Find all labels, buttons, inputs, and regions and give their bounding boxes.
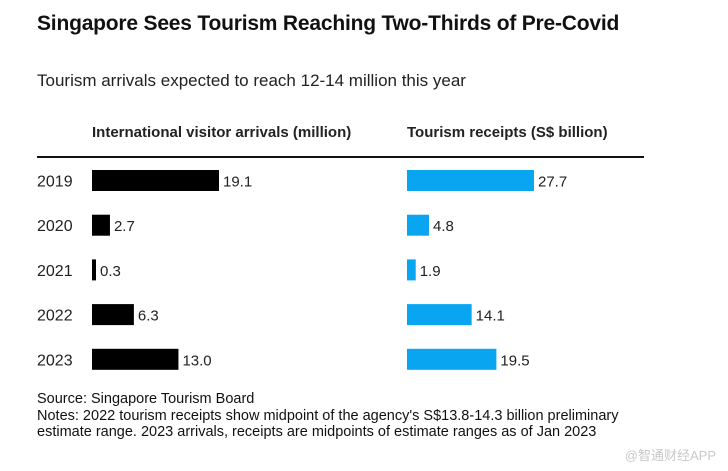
arrivals-value-label-2022: 6.3 <box>138 308 159 325</box>
arrivals-bar-2020 <box>92 214 110 236</box>
year-label-2021: 2021 <box>37 263 73 280</box>
source-note: Source: Singapore Tourism Board <box>37 391 255 407</box>
receipts-bar-2022 <box>407 304 472 326</box>
notes-text: Notes: 2022 tourism receipts show midpoi… <box>37 407 619 441</box>
receipts-value-label-2023: 19.5 <box>500 352 529 369</box>
year-label-2020: 2020 <box>37 218 73 235</box>
receipts-bar-2019 <box>407 170 534 191</box>
arrivals-value-label-2021: 0.3 <box>100 263 121 280</box>
arrivals-column-header: International visitor arrivals (million) <box>92 124 352 141</box>
watermark: @智通财经APP <box>624 448 716 463</box>
arrivals-value-label-2019: 19.1 <box>223 174 252 191</box>
receipts-value-label-2020: 4.8 <box>433 218 454 235</box>
receipts-value-label-2021: 1.9 <box>420 263 441 280</box>
arrivals-bar-2023 <box>92 348 179 370</box>
arrivals-value-label-2023: 13.0 <box>182 352 211 369</box>
arrivals-value-label-2020: 2.7 <box>114 218 135 235</box>
receipts-bar-2020 <box>407 214 430 236</box>
receipts-bar-2023 <box>407 348 497 370</box>
receipts-value-label-2022: 14.1 <box>476 308 505 325</box>
year-label-2019: 2019 <box>37 174 73 191</box>
chart-subtitle: Tourism arrivals expected to reach 12-14… <box>37 71 466 90</box>
receipts-value-label-2019: 27.7 <box>538 174 567 191</box>
arrivals-bar-2019 <box>92 170 219 191</box>
chart-footer: Source: Singapore Tourism Board Notes: 2… <box>37 391 677 441</box>
year-label-2022: 2022 <box>37 308 73 325</box>
chart-title: Singapore Sees Tourism Reaching Two-Thir… <box>37 12 620 35</box>
year-label-2023: 2023 <box>37 352 73 369</box>
header-rule <box>37 156 644 158</box>
arrivals-bar-2021 <box>92 259 96 281</box>
receipts-column-header: Tourism receipts (S$ billion) <box>407 124 608 141</box>
receipts-bar-2021 <box>407 259 416 281</box>
arrivals-bar-2022 <box>92 304 134 326</box>
